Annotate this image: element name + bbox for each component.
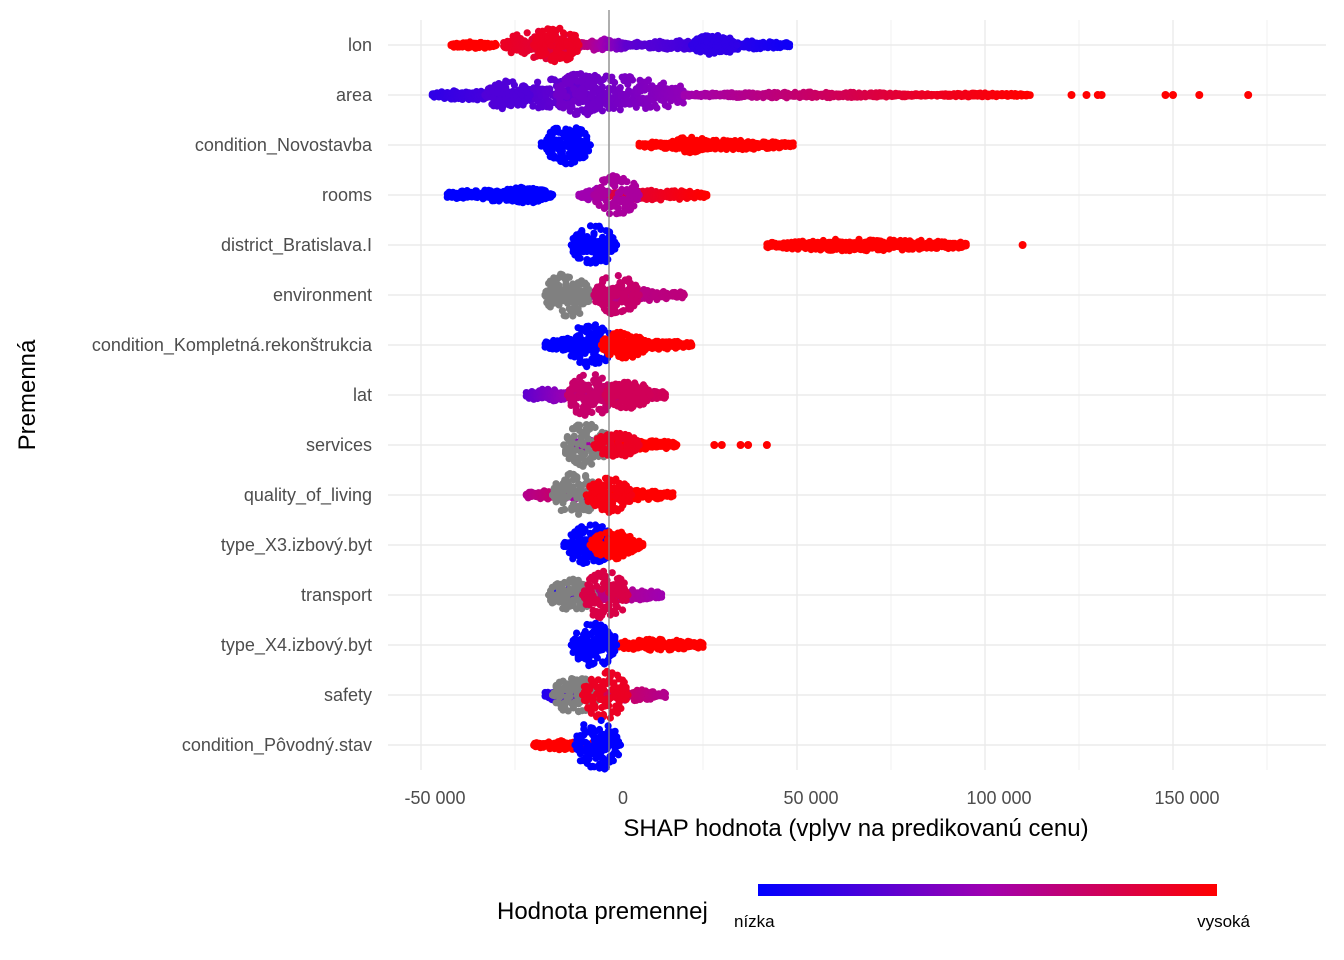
shap-point xyxy=(576,309,584,317)
shap-point xyxy=(545,191,553,199)
shap-point-outlier xyxy=(1244,91,1253,99)
shap-point xyxy=(534,78,542,86)
points-area xyxy=(428,70,1253,119)
shap-point xyxy=(597,91,606,99)
shap-point xyxy=(590,78,599,86)
shap-point xyxy=(563,93,571,101)
shap-point-outlier xyxy=(1195,91,1204,99)
shap-point xyxy=(962,242,970,250)
shap-point xyxy=(585,73,593,81)
points-condition_Novostavba xyxy=(537,124,797,168)
shap-point xyxy=(580,90,588,98)
shap-point xyxy=(1026,91,1034,99)
shap-point xyxy=(573,107,581,115)
points-environment xyxy=(541,270,688,320)
shap-point xyxy=(542,50,550,58)
shap-point xyxy=(623,178,631,186)
shap-point xyxy=(571,31,580,40)
shap-point xyxy=(614,272,622,280)
shap-point xyxy=(628,76,637,84)
shap-point xyxy=(529,102,537,110)
points-condition_Kompletná.rekonštrukcia xyxy=(541,321,696,371)
shap-point xyxy=(586,141,594,149)
shap-point xyxy=(611,78,619,87)
shap-point xyxy=(616,84,624,92)
shap-point xyxy=(575,41,583,49)
shap-point xyxy=(630,202,638,210)
shap-point-outlier xyxy=(1097,91,1106,99)
shap-point-outlier xyxy=(1067,91,1076,99)
shap-point xyxy=(703,190,711,199)
shap-point xyxy=(733,41,741,49)
shap-point xyxy=(604,187,612,195)
shap-point-outlier xyxy=(1018,241,1027,249)
shap-point xyxy=(612,241,621,249)
shap-point xyxy=(551,58,559,66)
shap-point xyxy=(785,40,794,48)
shap-point xyxy=(604,255,612,263)
shap-point xyxy=(680,291,688,299)
shap-point xyxy=(653,104,661,112)
shap-point xyxy=(635,191,643,199)
shap-point-outlier xyxy=(1169,91,1177,99)
shap-point xyxy=(573,47,581,56)
shap-point xyxy=(635,291,643,299)
shap-point-outlier xyxy=(1082,91,1091,99)
shap-point xyxy=(710,141,718,149)
shap-point xyxy=(559,29,567,37)
shap-point xyxy=(596,99,604,107)
points-lon xyxy=(447,24,794,66)
shap-point xyxy=(523,29,531,37)
shap-point xyxy=(492,41,500,49)
shap-point xyxy=(590,229,598,237)
shap-point xyxy=(547,42,555,50)
shap-point xyxy=(565,273,574,281)
shap-point xyxy=(526,91,534,99)
points-rooms xyxy=(443,172,711,218)
shap-point xyxy=(576,254,584,262)
data-points xyxy=(428,24,1253,773)
shap-point-outlier xyxy=(1161,91,1170,99)
shap-point xyxy=(789,142,797,150)
shap-point xyxy=(679,99,687,107)
